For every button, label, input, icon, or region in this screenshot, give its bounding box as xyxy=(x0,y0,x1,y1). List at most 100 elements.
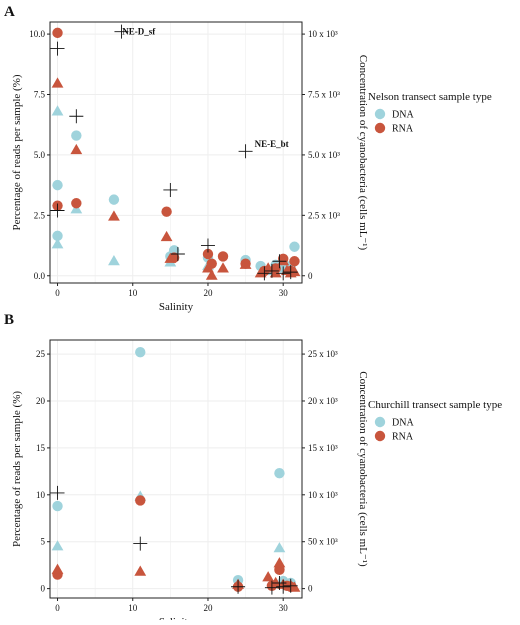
point-rna-triangle xyxy=(288,265,301,277)
y2-tick-label: 20 x 10³ xyxy=(308,396,338,406)
point-dna-triangle xyxy=(51,238,64,249)
point-dna-triangle xyxy=(108,255,120,266)
point-rna-triangle xyxy=(70,143,83,155)
point-rna-circle xyxy=(161,206,172,217)
point-cell-concentration xyxy=(238,144,253,159)
point-rna-circle xyxy=(202,248,214,260)
point-cell-concentration xyxy=(231,579,246,594)
point-cell-concentration xyxy=(50,41,65,56)
x-tick-label: 20 xyxy=(203,603,213,613)
y-tick-label: 5 xyxy=(41,537,46,547)
point-dna-circle xyxy=(168,245,180,256)
point-rna-triangle xyxy=(51,77,64,88)
point-cell-concentration xyxy=(276,266,291,281)
annotation-label: NE-D_sf xyxy=(122,27,156,37)
x-tick-label: 0 xyxy=(55,288,60,298)
point-dna-circle xyxy=(52,230,63,242)
point-rna-triangle xyxy=(288,581,301,592)
point-rna-triangle xyxy=(205,269,218,280)
point-dna-circle xyxy=(52,500,63,512)
point-rna-triangle xyxy=(273,557,286,568)
y-tick-label: 10.0 xyxy=(29,29,45,39)
x-tick-label: 10 xyxy=(128,288,138,298)
point-rna-triangle xyxy=(254,267,267,278)
y-tick-label: 0.0 xyxy=(34,271,46,281)
point-cell-concentration xyxy=(50,485,65,500)
y2-axis-title: Concentration of cyanobacteria (cells mL… xyxy=(357,55,369,251)
point-dna-circle xyxy=(135,346,146,358)
point-rna-triangle xyxy=(134,565,147,576)
point-cell-concentration xyxy=(69,109,84,124)
point-dna-circle xyxy=(52,179,63,191)
legend-swatch-rna xyxy=(374,430,386,442)
plot-frame xyxy=(49,21,303,284)
point-cell-concentration xyxy=(170,247,185,261)
y2-tick-label: 50 x 10³ xyxy=(308,537,338,547)
legend-title: Churchill transect sample type xyxy=(368,399,502,411)
point-dna-circle xyxy=(274,468,285,479)
legend-swatch-dna xyxy=(374,108,386,120)
legend-entry-dna: DNA xyxy=(392,110,414,121)
point-cell-concentration xyxy=(200,238,215,253)
y-tick-label: 10 xyxy=(36,490,46,500)
x-tick-label: 30 xyxy=(279,288,289,298)
point-dna-circle xyxy=(108,194,120,205)
x-tick-label: 10 xyxy=(128,603,138,613)
point-rna-circle xyxy=(71,198,82,209)
y-tick-label: 20 xyxy=(36,396,46,406)
point-dna-triangle xyxy=(273,542,286,553)
y2-axis-title: Concentration of cyanobacteria (cells mL… xyxy=(357,371,369,567)
point-rna-triangle xyxy=(262,262,275,273)
y2-tick-label: 7.5 x 10³ xyxy=(308,90,340,100)
point-rna-triangle xyxy=(262,571,275,582)
point-dna-triangle xyxy=(51,540,64,551)
point-rna-circle xyxy=(289,256,300,267)
y-axis-title: Percentage of reads per sample (%) xyxy=(11,74,23,230)
y-tick-label: 7.5 xyxy=(34,90,46,100)
point-cell-concentration xyxy=(272,575,287,590)
y2-tick-label: 5.0 x 10³ xyxy=(308,150,340,160)
x-axis-title: Salinity xyxy=(159,301,194,313)
point-rna-triangle xyxy=(217,262,229,273)
y2-tick-label: 0 xyxy=(308,271,313,281)
y2-tick-label: 2.5 x 10³ xyxy=(308,210,340,220)
point-rna-triangle xyxy=(269,576,282,588)
legend-entry-rna: RNA xyxy=(392,432,414,443)
y-axis-title: Percentage of reads per sample (%) xyxy=(11,391,23,547)
point-dna-circle xyxy=(289,241,300,252)
point-cell-concentration xyxy=(257,266,272,281)
x-tick-label: 20 xyxy=(203,288,213,298)
y2-tick-label: 0 xyxy=(308,584,313,594)
y-tick-label: 15 xyxy=(36,443,46,453)
y2-tick-label: 10 x 10³ xyxy=(308,29,338,39)
legend-swatch-rna xyxy=(374,122,386,134)
point-cell-concentration xyxy=(163,182,178,197)
point-rna-triangle xyxy=(239,258,252,269)
x-axis-title: Salinity xyxy=(159,616,194,620)
y-tick-label: 2.5 xyxy=(34,210,46,220)
legend-title: Nelson transect sample type xyxy=(368,91,492,103)
point-cell-concentration xyxy=(264,580,279,595)
point-cell-concentration xyxy=(264,263,279,278)
point-cell-concentration xyxy=(283,265,298,280)
point-dna-circle xyxy=(71,130,82,141)
legend-entry-rna: RNA xyxy=(392,124,414,135)
y2-tick-label: 10 x 10³ xyxy=(308,490,338,500)
annotation-label: NE-E_bt xyxy=(255,139,289,149)
legend-entry-dna: DNA xyxy=(392,418,414,429)
x-tick-label: 30 xyxy=(279,603,289,613)
point-rna-circle xyxy=(135,495,146,506)
point-dna-triangle xyxy=(51,105,64,116)
point-rna-triangle xyxy=(277,255,290,266)
point-rna-circle xyxy=(52,27,63,39)
y2-tick-label: 25 x 10³ xyxy=(308,349,338,359)
point-cell-concentration xyxy=(283,578,298,593)
y-tick-label: 0 xyxy=(41,584,46,594)
point-cell-concentration xyxy=(133,536,148,551)
legend-swatch-dna xyxy=(374,416,386,428)
y-tick-label: 25 xyxy=(36,349,46,359)
point-cell-concentration xyxy=(272,254,287,269)
y-tick-label: 5.0 xyxy=(34,150,46,160)
